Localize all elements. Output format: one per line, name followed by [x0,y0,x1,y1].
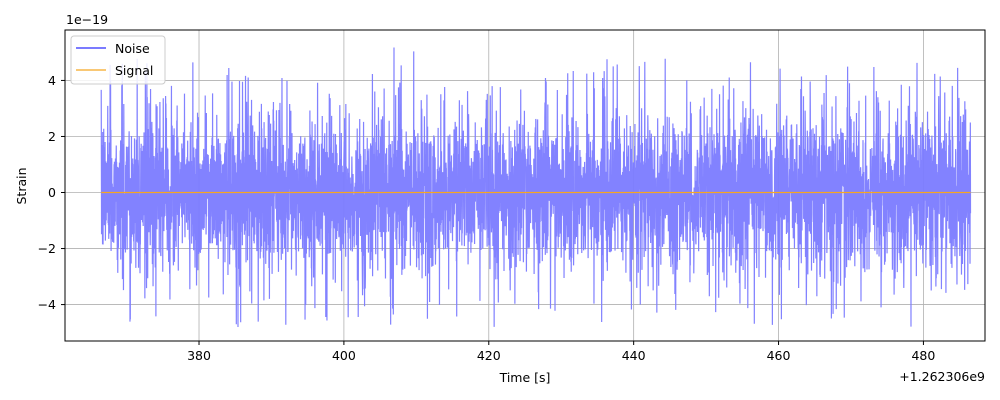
y-tick-label: 0 [48,185,56,200]
y-tick-label: −2 [38,241,56,256]
y-axis: −4 −2 0 2 4 [38,73,65,312]
plot-frame [64,29,986,342]
x-tick-label: 480 [911,348,935,363]
x-axis-label: Time [s] [499,370,551,385]
x-tick-label: 460 [767,348,791,363]
x-axis: 380 400 420 440 460 480 [187,341,935,363]
x-tick-label: 440 [622,348,646,363]
legend: Noise Signal [70,35,166,85]
legend-signal-label: Signal [115,63,153,78]
y-tick-label: 2 [48,129,56,144]
x-offset-label: +1.262306e9 [899,369,985,384]
y-tick-label: −4 [38,297,56,312]
legend-noise-label: Noise [115,41,150,56]
x-tick-label: 400 [332,348,356,363]
x-tick-label: 420 [477,348,501,363]
y-axis-label: Strain [14,167,29,204]
y-tick-label: 4 [48,73,56,88]
noise-line [100,47,972,327]
noise-series [100,47,972,327]
y-scale-label: 1e−19 [66,12,108,27]
x-tick-label: 380 [187,348,211,363]
